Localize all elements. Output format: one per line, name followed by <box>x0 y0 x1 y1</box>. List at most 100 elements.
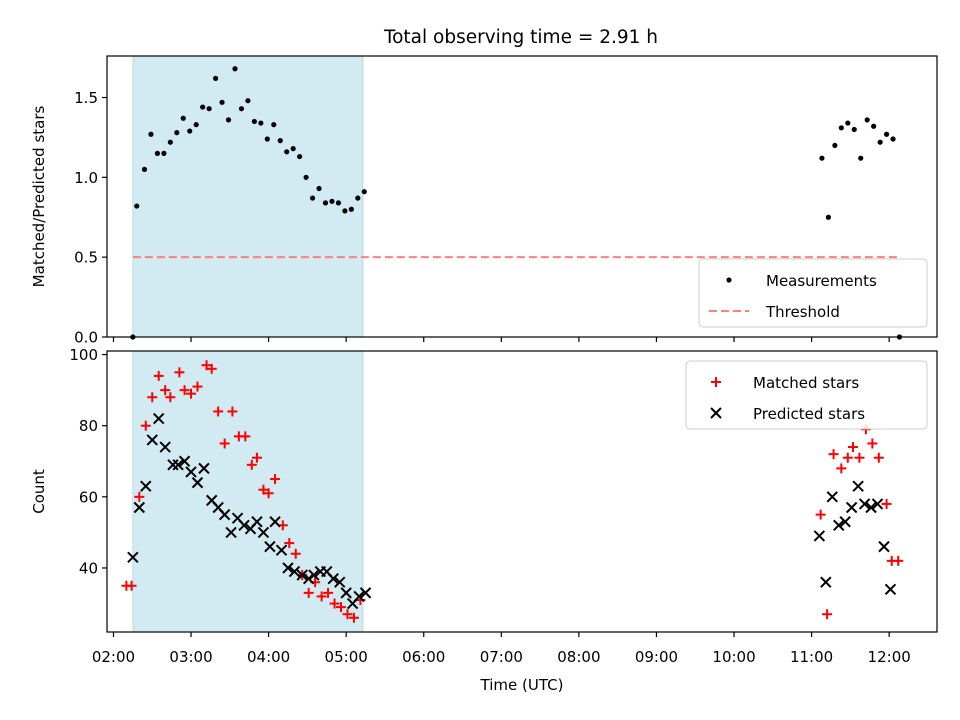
predicted-stars-point <box>275 544 288 556</box>
predicted-stars-point <box>127 551 139 564</box>
measurement-point <box>238 106 245 112</box>
matched-stars-point <box>316 591 327 602</box>
measurement-point <box>225 117 232 123</box>
plot-frame <box>106 55 938 338</box>
measurement-point <box>335 200 342 206</box>
predicted-stars-point <box>288 565 301 578</box>
predicted-stars-point <box>282 562 294 574</box>
measurement-point <box>193 122 199 128</box>
matched-stars-point <box>240 431 251 442</box>
predicted-stars-point <box>264 540 276 553</box>
measurement-point <box>851 126 857 133</box>
legend-label: Threshold <box>765 303 840 321</box>
predicted-stars-point <box>833 519 845 531</box>
matched-stars-point <box>179 385 190 396</box>
predicted-stars-point <box>359 587 372 599</box>
measurement-point <box>864 117 870 123</box>
predicted-stars-point <box>218 508 231 521</box>
y-tick-label: 1.5 <box>74 89 98 107</box>
x-tick-label: 05:00 <box>325 648 368 666</box>
measurement-point <box>329 198 335 204</box>
x-tick-label: 03:00 <box>169 648 212 666</box>
matched-stars-point <box>165 392 176 403</box>
matched-stars-point <box>219 438 230 449</box>
matched-stars-point <box>174 367 185 378</box>
predicted-stars-point <box>146 434 158 446</box>
matched-stars-point <box>227 406 238 417</box>
matched-stars-point <box>192 381 203 392</box>
x-tick-label: 08:00 <box>557 648 600 666</box>
y-tick-label: 60 <box>79 488 98 506</box>
predicted-stars-point <box>225 526 237 539</box>
legend-predicted-swatch <box>710 407 722 419</box>
matched-stars-point <box>160 385 171 396</box>
measurement-point <box>890 136 896 142</box>
bottom-panel-legend: Matched stars Predicted stars <box>685 360 928 430</box>
measurement-point <box>832 142 838 149</box>
x-tick-label: 12:00 <box>868 648 911 666</box>
predicted-stars-point <box>167 459 179 471</box>
predicted-stars-point <box>191 476 204 489</box>
matched-stars-point <box>323 587 334 598</box>
predicted-stars-point <box>178 455 191 467</box>
matched-stars-point <box>336 602 347 613</box>
figure-title: Total observing time = 2.91 h <box>383 27 658 48</box>
legend-box <box>685 360 928 430</box>
measurement-point <box>187 128 193 134</box>
predicted-stars-point <box>334 576 346 588</box>
matched-stars-point <box>251 452 262 463</box>
bottom-panel: 40 60 80 100 02:00 03:00 04:00 05:00 06:00 07:00 0… <box>30 346 938 694</box>
measurement-point <box>219 99 225 105</box>
bottom-panel-axes-layer: 40 60 80 100 02:00 03:00 04:00 05:00 06:00 07:00 0… <box>69 346 938 666</box>
x-tick-label: 02:00 <box>92 648 135 666</box>
y-tick-label: 0.0 <box>74 329 98 347</box>
predicted-stars-point <box>865 501 877 514</box>
matched-stars-point <box>873 452 884 463</box>
matched-stars-point <box>847 442 858 453</box>
top-panel: 0.0 0.5 1.0 1.5 Matched/Predicted stars Mea… <box>30 55 938 347</box>
predicted-stars-point <box>813 530 826 542</box>
measurement-point <box>206 106 212 112</box>
matched-stars-point <box>329 598 340 609</box>
legend-label: Predicted stars <box>753 405 865 423</box>
measurement-point <box>212 75 219 81</box>
predicted-stars-point <box>269 516 281 528</box>
measurement-point <box>348 206 354 212</box>
matched-stars-point <box>822 609 833 620</box>
measurement-point <box>883 131 890 137</box>
predicted-stars-point <box>858 498 871 510</box>
measurement-point <box>161 150 167 156</box>
measurement-point <box>271 122 277 128</box>
matched-stars-point <box>147 392 158 403</box>
matched-stars-point <box>348 612 359 623</box>
measurement-point <box>819 155 825 161</box>
matched-stars-point <box>836 463 847 474</box>
bottom-panel-marks-layer <box>121 360 904 623</box>
predicted-stars-point <box>251 516 263 528</box>
matched-stars-point <box>290 548 301 559</box>
measurement-point <box>309 195 316 201</box>
matched-stars-point <box>140 420 151 431</box>
predicted-stars-point <box>839 516 851 528</box>
y-tick-label: 100 <box>69 346 98 364</box>
predicted-stars-point <box>884 583 897 596</box>
measurement-point <box>316 185 322 192</box>
x-tick-label: 10:00 <box>712 648 755 666</box>
matched-stars-point <box>854 452 865 463</box>
predicted-stars-point <box>353 590 365 603</box>
top-panel-axes-layer: 0.0 0.5 1.0 1.5 <box>74 55 938 347</box>
matched-stars-point <box>270 474 281 485</box>
measurement-point <box>297 153 303 160</box>
matched-stars-point <box>213 406 224 417</box>
measurement-point <box>277 138 283 144</box>
top-panel-marks-layer <box>130 66 903 340</box>
measurement-point <box>877 139 883 145</box>
predicted-stars-point <box>871 498 884 510</box>
measurement-point <box>290 146 296 152</box>
legend-matched-swatch <box>711 377 721 387</box>
matched-stars-point <box>867 438 878 449</box>
legend-box <box>698 258 928 328</box>
measurement-point <box>284 149 290 155</box>
predicted-stars-point <box>878 540 890 553</box>
y-tick-label: 1.0 <box>74 169 98 187</box>
